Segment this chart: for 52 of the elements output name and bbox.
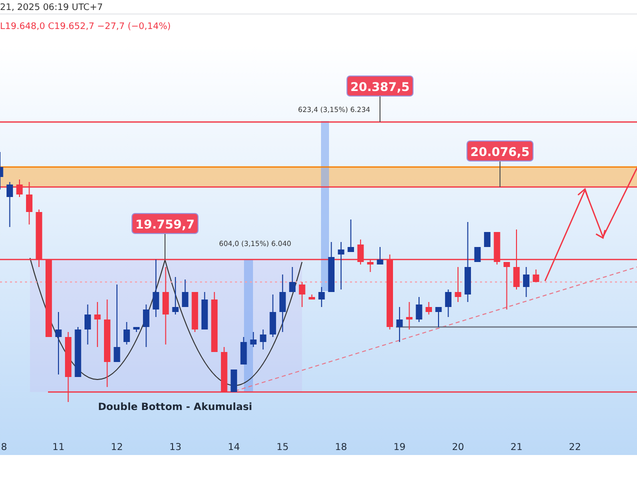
x-tick-label: 11	[52, 442, 65, 453]
candlestick	[260, 329, 266, 350]
candlestick	[435, 306, 442, 328]
candlestick	[474, 247, 481, 262]
candlestick	[426, 302, 432, 315]
candlestick	[162, 266, 169, 345]
candlestick	[416, 296, 422, 322]
candlestick	[338, 242, 344, 290]
x-tick-label: 18	[335, 442, 348, 453]
candlestick	[182, 279, 188, 308]
candlestick	[270, 294, 276, 338]
text: L19.648,0 C19.652,7 −27,7 (−0,14%)	[0, 22, 171, 32]
x-tick-label: 8	[0, 442, 8, 453]
candlestick	[289, 266, 296, 292]
candlestick	[523, 266, 530, 298]
candlestick	[396, 306, 403, 342]
candlestick	[84, 304, 91, 345]
candlestick	[172, 276, 179, 315]
candlestick	[250, 332, 257, 348]
candlestick	[142, 304, 150, 348]
candlestick	[484, 232, 490, 247]
x-tick-label: 21	[510, 442, 523, 453]
candlestick	[318, 286, 325, 308]
x-tick-label: 15	[276, 442, 289, 453]
candlestick	[152, 259, 160, 318]
annotation: 19.759,7	[135, 218, 195, 232]
text: 21, 2025 06:19 UTC+7	[0, 3, 103, 13]
candlestick	[240, 336, 247, 365]
annotation: 20.076,5	[470, 145, 530, 159]
candlestick	[279, 274, 286, 332]
candlestick	[6, 182, 13, 228]
candlestick	[348, 219, 354, 252]
candlestick	[445, 289, 452, 318]
candlestick	[123, 322, 130, 345]
candlestick	[298, 282, 306, 308]
x-tick-label: 14	[228, 442, 240, 453]
candlestick	[376, 246, 384, 265]
candlestick	[94, 302, 101, 348]
candlestick	[532, 269, 540, 282]
candlestick	[406, 302, 412, 330]
x-tick-label: 19	[394, 442, 406, 453]
x-tick-label: 20	[452, 442, 464, 453]
candlestick	[230, 370, 238, 392]
x-tick-label: 13	[169, 442, 182, 453]
x-tick-label: 22	[568, 442, 581, 453]
candlestick	[454, 266, 462, 302]
candlestick	[55, 312, 62, 375]
annotation: 20.387,5	[350, 80, 410, 94]
annotation: Double Bottom - Akumulasi	[98, 402, 252, 413]
x-tick-label: 12	[110, 442, 123, 453]
candlestick	[504, 262, 510, 310]
candlestick	[114, 284, 120, 362]
